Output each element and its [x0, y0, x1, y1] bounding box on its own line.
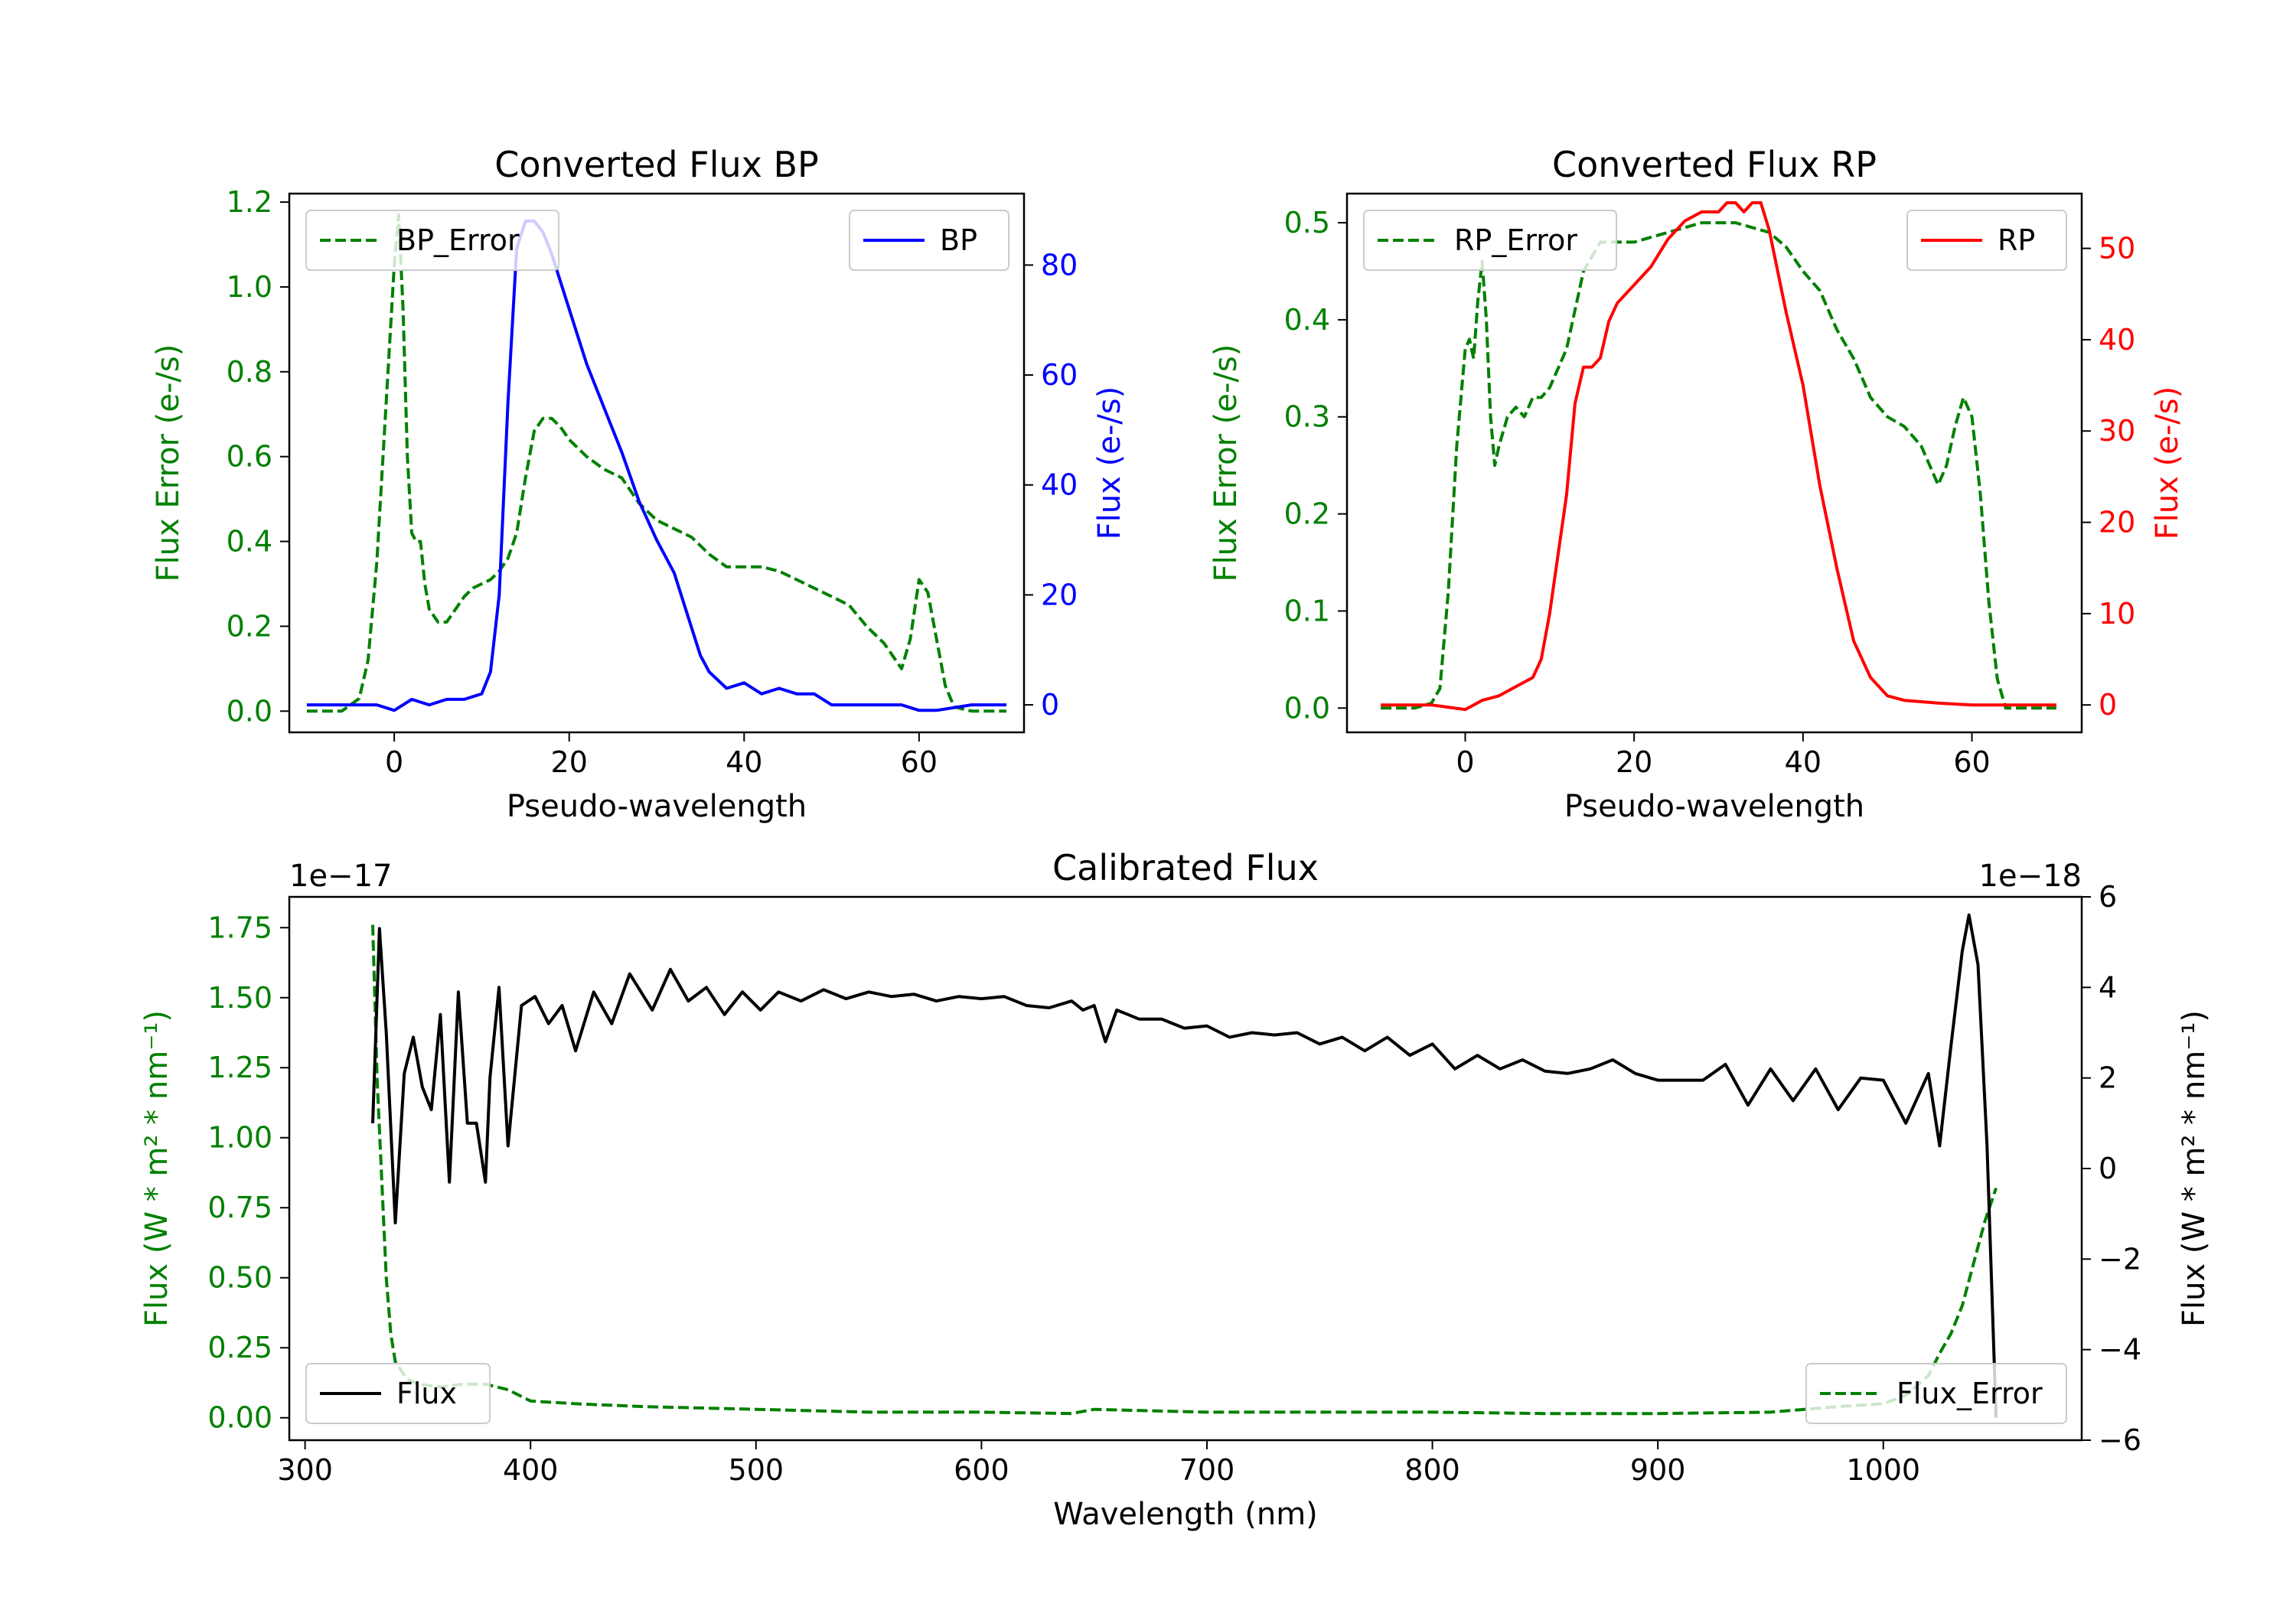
bp-x-tick-label: 20 [551, 745, 588, 779]
rp-y-right-axis-label: Flux (e-/s) [2150, 386, 2185, 539]
rp-error-legend-label: RP_Error [1454, 223, 1577, 257]
calibrated-x-tick-label: 800 [1404, 1453, 1460, 1487]
rp-error-legend: RP_Error [1363, 210, 1617, 271]
bp-x-tick-label: 40 [726, 745, 762, 779]
bp-error-legend-box [305, 210, 559, 271]
rp-y-right-tick-label: 50 [2099, 232, 2135, 266]
calibrated-y-left-tick-label: 0.25 [207, 1331, 272, 1364]
rp-title: Converted Flux RP [1552, 144, 1877, 185]
calibrated-y-right-axis-label: Flux (W * m² * nm⁻¹) [2177, 1010, 2212, 1327]
calibrated-y-left-tick-label: 1.25 [207, 1051, 272, 1084]
calibrated-x-tick-label: 1000 [1846, 1453, 1920, 1487]
calibrated-y-left-axis-label: Flux (W * m² * nm⁻¹) [139, 1010, 174, 1327]
bp-x-tick-label: 60 [901, 745, 938, 779]
calibrated-x-tick-label: 300 [277, 1453, 333, 1487]
rp-y-left-tick-label: 0.5 [1284, 206, 1330, 240]
bp-chart: 0 20 40 60 0.0 0.2 0.4 0.6 0.8 1.0 1.2 0 20 40 60 80 Con… [151, 144, 1127, 824]
rp-y-right-tick-label: 10 [2099, 597, 2135, 631]
rp-chart: 0 20 40 60 0.0 0.1 0.2 0.3 0.4 0.5 0 10 20 30 40 50 Conv… [1208, 144, 2185, 824]
bp-y-left-tick-label: 0.8 [227, 355, 272, 389]
rp-y-left-tick-label: 0.0 [1284, 691, 1330, 725]
calibrated-y-right-tick-label: 6 [2099, 880, 2117, 914]
flux-series-line [371, 913, 1998, 1418]
bp-y-left-tick-label: 0.2 [227, 609, 272, 643]
bp-legend-box [849, 210, 1009, 271]
bp-y-right-tick-label: 0 [1041, 688, 1059, 722]
calibrated-chart: 300 400 500 600 700 800 900 1000 0.00 0.25 0.50 0.7… [139, 847, 2212, 1532]
bp-y-left-tick-label: 0.0 [227, 694, 272, 728]
calibrated-y-right-tick-label: 0 [2099, 1152, 2117, 1185]
rp-y-left-tick-label: 0.2 [1284, 497, 1330, 531]
rp-y-right-tick-label: 20 [2099, 506, 2135, 539]
rp-y-left-tick-label: 0.4 [1284, 303, 1330, 337]
rp-error-legend-box [1363, 210, 1617, 271]
rp-axes-frame [1345, 192, 2083, 734]
bp-legend-label: BP [940, 223, 977, 257]
rp-y-left-axis-label: Flux Error (e-/s) [1208, 344, 1244, 582]
right-offset-label: 1e−18 [1979, 859, 2082, 894]
rp-legend-label: RP [1998, 223, 2035, 257]
calibrated-y-left-tick-label: 1.75 [207, 911, 272, 944]
bp-error-legend-label: BP_Error [396, 223, 520, 257]
bp-x-tick-label: 0 [385, 745, 403, 779]
bp-legend: BP [849, 210, 1009, 271]
bp-y-right-axis-label: Flux (e-/s) [1092, 386, 1127, 539]
calibrated-x-tick-label: 600 [954, 1453, 1009, 1487]
bp-y-right-tick-label: 60 [1041, 358, 1078, 392]
bp-title: Converted Flux BP [494, 144, 819, 185]
calibrated-y-right-tick-label: −6 [2099, 1423, 2141, 1457]
flux-error-legend-box [1805, 1363, 2067, 1424]
calibrated-x-tick-label: 900 [1630, 1453, 1686, 1487]
flux-error-legend-label: Flux_Error [1896, 1377, 2043, 1410]
calibrated-y-right-tick-label: 4 [2099, 970, 2117, 1004]
rp-y-right-tick-label: 40 [2099, 323, 2135, 357]
flux-legend-label: Flux [396, 1377, 457, 1410]
rp-series-line [1381, 200, 2056, 712]
bp-axes-frame [288, 192, 1026, 734]
rp-legend-box [1906, 210, 2067, 271]
rp-x-axis-label: Pseudo-wavelength [1564, 789, 1864, 824]
rp-y-right-tick-label: 30 [2099, 414, 2135, 448]
bp-y-left-tick-label: 0.6 [227, 440, 272, 474]
rp-error-series-line [1381, 221, 2056, 710]
rp-x-tick-label: 20 [1616, 745, 1652, 779]
rp-x-tick-label: 40 [1785, 745, 1821, 779]
calibrated-y-right-tick-label: −4 [2099, 1333, 2141, 1367]
bp-x-axis-label: Pseudo-wavelength [507, 789, 807, 824]
calibrated-x-tick-label: 400 [503, 1453, 559, 1487]
bp-y-right-tick-label: 20 [1041, 578, 1078, 611]
rp-x-tick-label: 60 [1953, 745, 1990, 779]
calibrated-y-right-tick-label: −2 [2099, 1242, 2141, 1276]
left-offset-label: 1e−17 [289, 859, 392, 894]
bp-y-left-tick-label: 1.2 [227, 185, 272, 219]
bp-error-legend: BP_Error [305, 210, 559, 271]
bp-y-left-tick-label: 0.4 [227, 525, 272, 559]
bp-error-series-line [306, 213, 1007, 713]
calibrated-y-left-tick-label: 0.75 [207, 1191, 272, 1224]
bp-series-line [306, 219, 1007, 712]
flux-error-legend: Flux_Error [1805, 1363, 2067, 1424]
calibrated-y-left-tick-label: 0.00 [207, 1401, 272, 1435]
rp-x-tick-label: 0 [1456, 745, 1474, 779]
flux-legend: Flux [305, 1363, 491, 1424]
calibrated-y-left-tick-label: 1.00 [207, 1121, 272, 1155]
calibrated-title: Calibrated Flux [1052, 847, 1319, 888]
calibrated-x-axis-label: Wavelength (nm) [1053, 1497, 1318, 1532]
rp-y-left-tick-label: 0.1 [1284, 594, 1330, 627]
bp-y-right-tick-label: 40 [1041, 468, 1078, 502]
rp-y-left-tick-label: 0.3 [1284, 400, 1330, 434]
bp-y-left-axis-label: Flux Error (e-/s) [151, 344, 186, 582]
rp-y-right-tick-label: 0 [2099, 688, 2117, 722]
bp-y-left-tick-label: 1.0 [227, 270, 272, 304]
flux-legend-box [305, 1363, 491, 1424]
calibrated-y-left-tick-label: 1.50 [207, 981, 272, 1015]
calibrated-x-tick-label: 500 [729, 1453, 784, 1487]
calibrated-y-right-tick-label: 2 [2099, 1061, 2117, 1095]
calibrated-x-tick-label: 700 [1179, 1453, 1235, 1487]
rp-legend: RP [1906, 210, 2067, 271]
calibrated-y-left-tick-label: 0.50 [207, 1261, 272, 1295]
bp-y-right-tick-label: 80 [1041, 248, 1078, 282]
